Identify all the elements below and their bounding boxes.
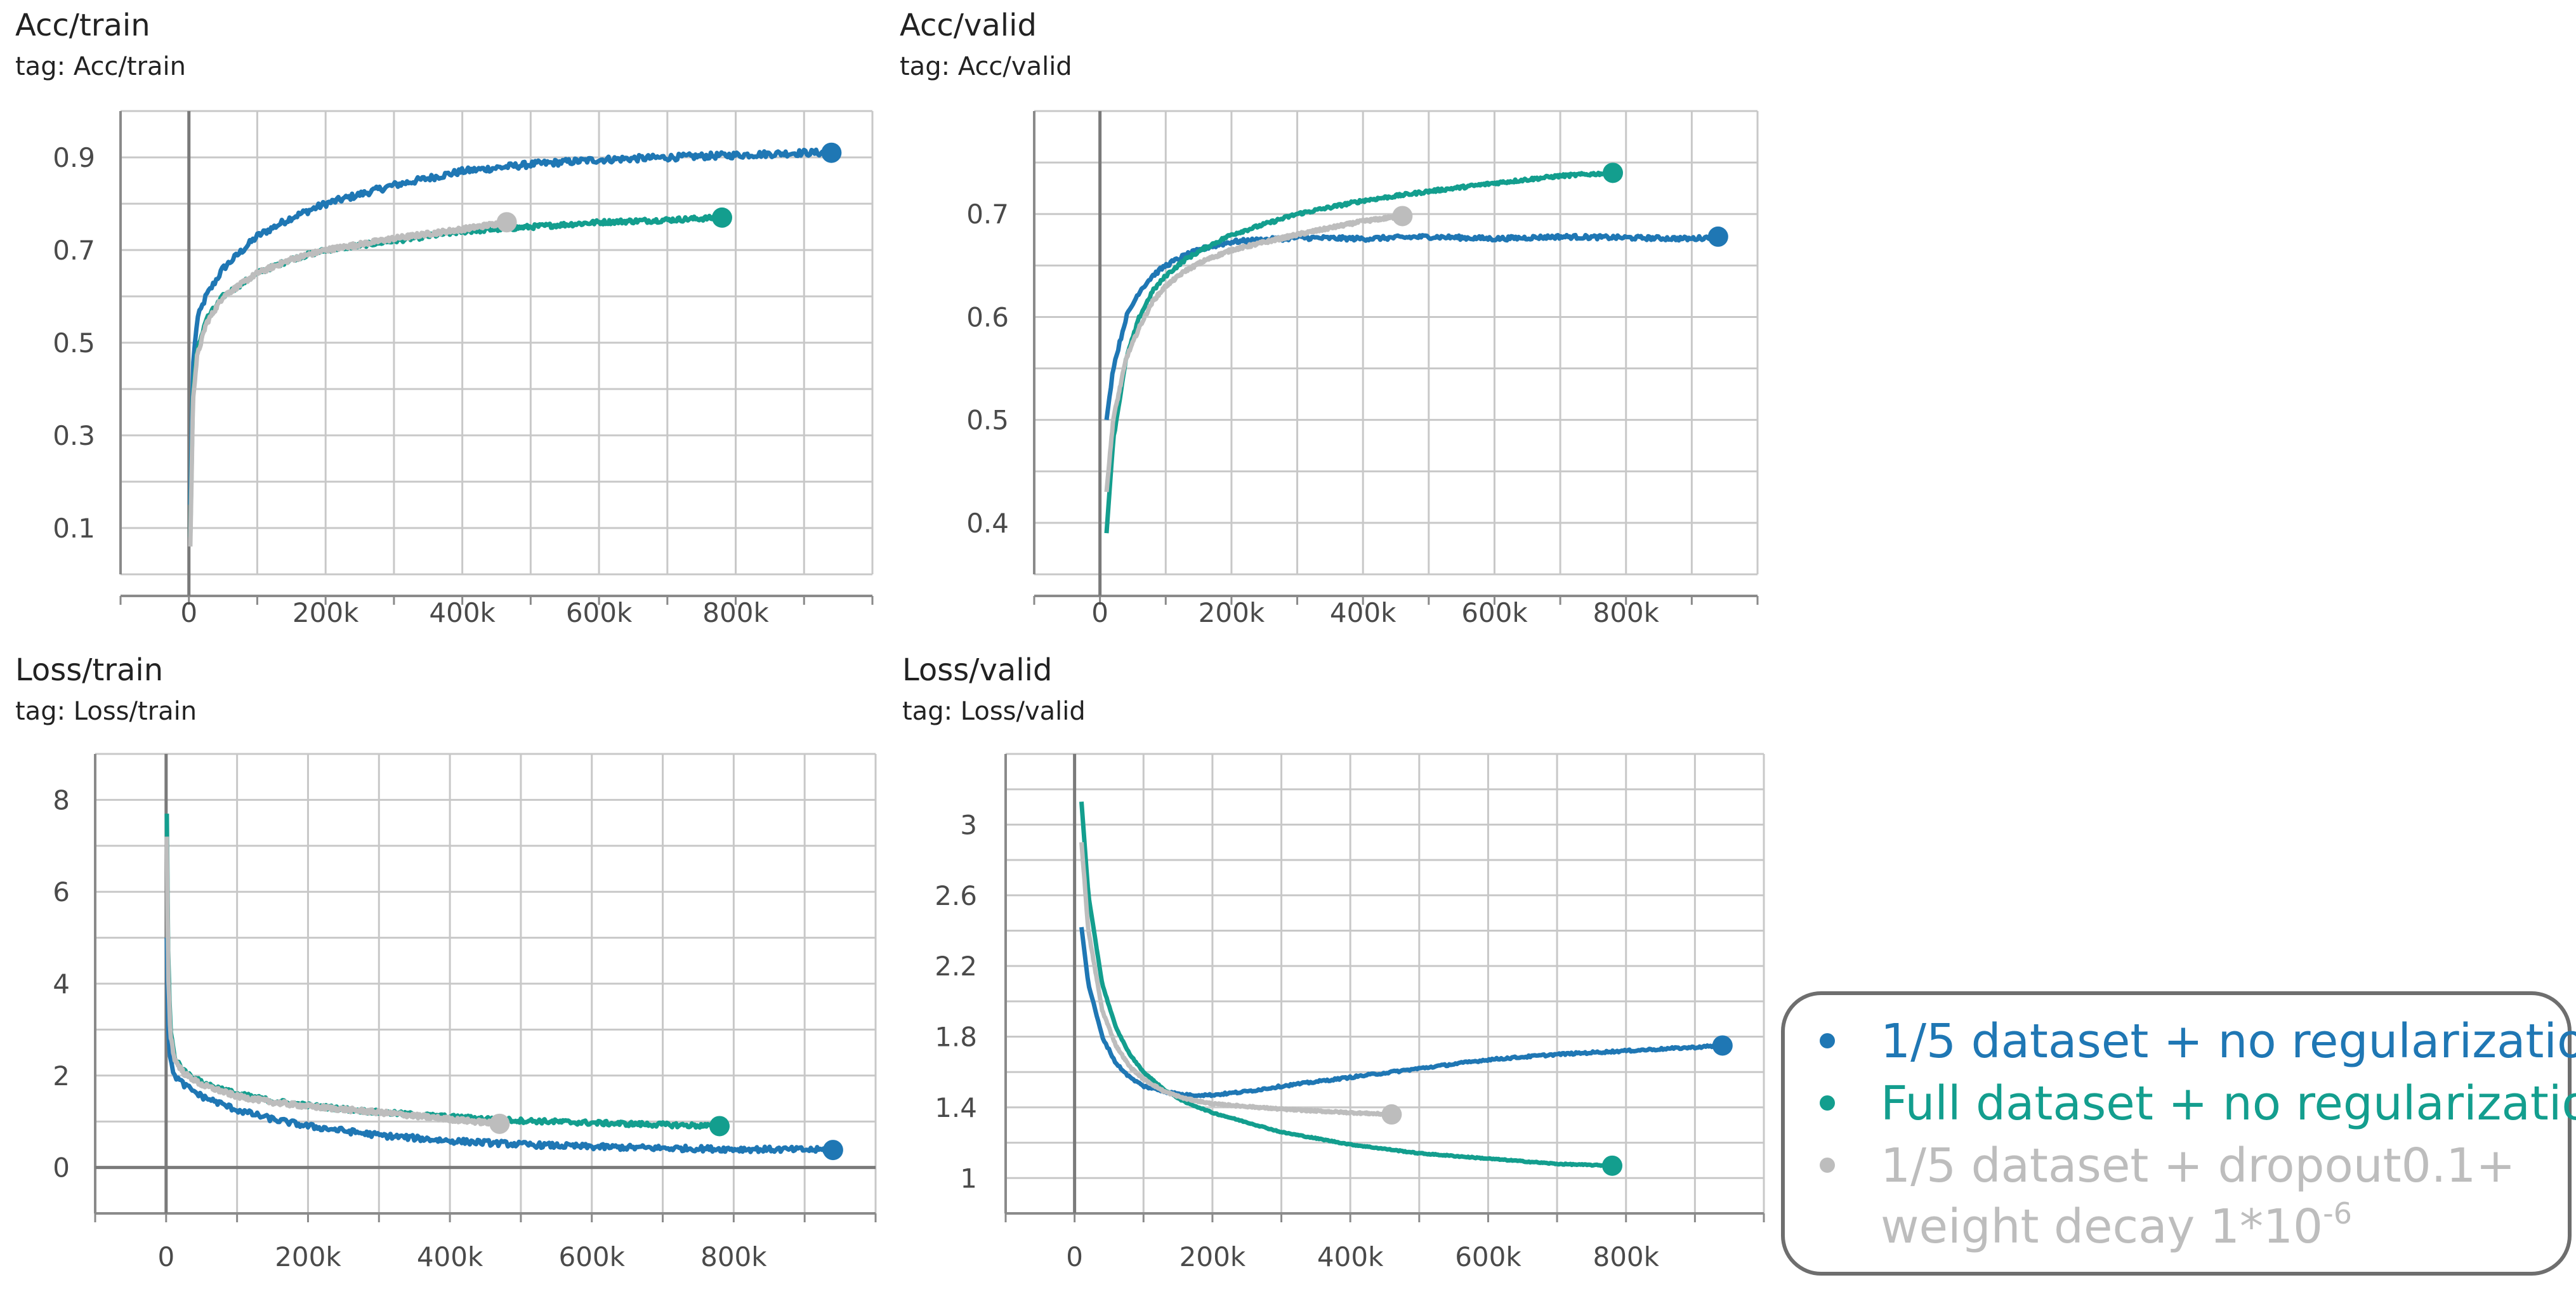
y-tick-label: 3 — [960, 809, 977, 840]
series-line-1 — [164, 937, 834, 1154]
y-tick-label: 0.7 — [53, 235, 95, 266]
loss-train-plot-area: 0 200k 400k 600k 800k 0 2 4 6 8 — [53, 753, 877, 1272]
legend-label-series-2: Full dataset + no regularization — [1881, 1076, 2576, 1131]
legend-marker-series-2 — [1820, 1095, 1835, 1111]
legend-label-series-3-superscript: -6 — [2323, 1196, 2352, 1231]
y-tick-label: 2.6 — [935, 880, 977, 911]
y-tick-label: 0.5 — [53, 327, 95, 359]
x-tick-label: 600k — [558, 1241, 625, 1272]
y-tick-label: 4 — [53, 968, 70, 1000]
series-end-marker-3 — [1381, 1104, 1402, 1125]
acc-valid-plot-area: 0 200k 400k 600k 800k 0.4 0.5 0.6 0.7 — [966, 110, 1759, 628]
x-tick-label: 200k — [1180, 1241, 1246, 1272]
series-end-marker-1 — [822, 1140, 843, 1161]
series-end-marker-3 — [1392, 206, 1413, 227]
series-end-marker-2 — [709, 1116, 730, 1137]
legend: 1/5 dataset + no regularization Full dat… — [1781, 991, 2576, 1276]
y-tick-label: 6 — [53, 876, 70, 908]
series-end-marker-3 — [496, 212, 517, 233]
x-tick-label: 200k — [275, 1241, 341, 1272]
acc-train-chart: Acc/train tag: Acc/train 0 200k 400k 600k 80… — [15, 8, 874, 628]
y-tick-label: 0.4 — [966, 508, 1009, 539]
series-line-3 — [1079, 842, 1393, 1118]
legend-label-series-3-line-2: weight decay 1*10-6 — [1881, 1196, 2352, 1254]
legend-label-series-1: 1/5 dataset + no regularization — [1881, 1014, 2576, 1069]
x-tick-label: 0 — [1066, 1241, 1083, 1272]
acc-train-plot-area: 0 200k 400k 600k 800k 0.1 0.3 0.5 0.7 0.9 — [53, 110, 874, 628]
legend-label-series-3-line-1: 1/5 dataset + dropout0.1+ — [1881, 1139, 2515, 1193]
x-tick-label: 800k — [700, 1241, 767, 1272]
x-tick-label: 200k — [1199, 597, 1265, 628]
x-tick-label: 0 — [180, 597, 197, 628]
y-tick-label: 1.4 — [935, 1092, 977, 1123]
x-tick-label: 400k — [429, 597, 496, 628]
y-tick-label: 1 — [960, 1163, 977, 1194]
y-tick-label: 0.9 — [53, 142, 95, 173]
acc-valid-chart: Acc/valid tag: Acc/valid 0 200k 400k 600k 80… — [900, 8, 1759, 628]
series-line-3 — [188, 218, 509, 547]
series-line-2 — [164, 814, 721, 1130]
chart-tag: tag: Acc/train — [15, 52, 186, 81]
x-tick-label: 400k — [1330, 597, 1396, 628]
series-end-marker-2 — [1602, 1155, 1622, 1176]
loss-valid-chart: Loss/valid tag: Loss/valid 0 200k 400k 600k… — [902, 652, 1765, 1272]
chart-title: Acc/train — [15, 8, 150, 43]
chart-tag: tag: Acc/valid — [900, 52, 1072, 81]
y-tick-label: 0.1 — [53, 513, 95, 544]
x-tick-label: 600k — [566, 597, 633, 628]
series-end-marker-1 — [1712, 1035, 1733, 1056]
y-tick-label: 2.2 — [935, 951, 977, 982]
chart-tag: tag: Loss/train — [15, 697, 197, 726]
chart-title: Loss/valid — [902, 652, 1052, 688]
y-tick-label: 1.8 — [935, 1022, 977, 1053]
series-end-marker-1 — [1707, 226, 1728, 247]
series-line-1 — [188, 147, 832, 505]
chart-tag: tag: Loss/valid — [902, 697, 1086, 726]
legend-marker-series-1 — [1820, 1033, 1835, 1048]
y-tick-label: 0 — [53, 1152, 70, 1184]
x-tick-label: 800k — [702, 597, 769, 628]
series-line-3 — [164, 836, 502, 1128]
legend-box — [1781, 991, 2572, 1276]
x-tick-label: 400k — [1317, 1241, 1384, 1272]
x-tick-label: 800k — [1593, 1241, 1659, 1272]
y-tick-label: 8 — [53, 784, 70, 815]
x-tick-label: 600k — [1455, 1241, 1521, 1272]
x-tick-label: 400k — [417, 1241, 483, 1272]
series-end-marker-2 — [712, 207, 732, 228]
y-tick-label: 0.3 — [53, 420, 95, 451]
x-tick-label: 0 — [157, 1241, 174, 1272]
y-tick-label: 2 — [53, 1060, 70, 1092]
series-line-3 — [1104, 213, 1404, 492]
x-tick-label: 800k — [1593, 597, 1659, 628]
legend-marker-series-3 — [1820, 1158, 1835, 1173]
y-tick-label: 0.7 — [966, 199, 1009, 230]
y-tick-label: 0.6 — [966, 301, 1009, 333]
series-end-marker-3 — [489, 1113, 510, 1134]
y-tick-label: 0.5 — [966, 405, 1009, 436]
x-tick-label: 600k — [1461, 597, 1528, 628]
x-tick-label: 200k — [292, 597, 359, 628]
loss-train-chart: Loss/train tag: Loss/train 0 200k 400k 600k… — [15, 652, 877, 1272]
chart-title: Loss/train — [15, 652, 163, 688]
series-end-marker-1 — [821, 142, 842, 163]
series-line-1 — [1079, 927, 1723, 1099]
loss-valid-plot-area: 0 200k 400k 600k 800k 1 1.4 1.8 2.2 2.6 3 — [935, 753, 1765, 1272]
series-end-marker-2 — [1603, 162, 1623, 183]
legend-label-series-3-text: weight decay 1*10 — [1881, 1199, 2323, 1254]
series-line-2 — [1104, 169, 1614, 534]
chart-title: Acc/valid — [900, 8, 1037, 43]
x-tick-label: 0 — [1091, 597, 1108, 628]
